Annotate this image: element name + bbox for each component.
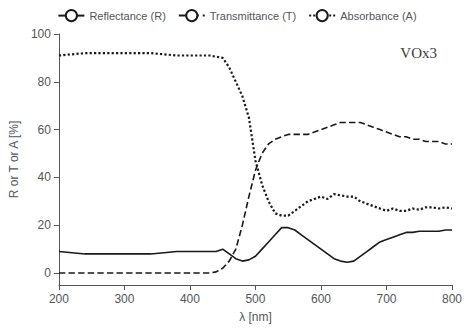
- svg-text:60: 60: [38, 123, 52, 137]
- svg-text:Transmittance (T): Transmittance (T): [210, 10, 296, 22]
- svg-text:300: 300: [114, 292, 134, 306]
- svg-text:0: 0: [44, 266, 51, 280]
- svg-text:R or T or A [%]: R or T or A [%]: [7, 121, 21, 199]
- svg-text:Absorbance (A): Absorbance (A): [340, 10, 416, 22]
- svg-text:20: 20: [38, 218, 52, 232]
- svg-text:500: 500: [245, 292, 265, 306]
- svg-text:λ [nm]: λ [nm]: [239, 310, 272, 324]
- svg-text:Reflectance (R): Reflectance (R): [89, 10, 165, 22]
- svg-text:800: 800: [442, 292, 462, 306]
- svg-text:600: 600: [311, 292, 331, 306]
- svg-text:400: 400: [180, 292, 200, 306]
- svg-text:700: 700: [376, 292, 396, 306]
- svg-text:100: 100: [31, 27, 51, 41]
- svg-text:VOx3: VOx3: [400, 45, 437, 61]
- svg-text:200: 200: [49, 292, 69, 306]
- svg-text:40: 40: [38, 170, 52, 184]
- svg-text:80: 80: [38, 75, 52, 89]
